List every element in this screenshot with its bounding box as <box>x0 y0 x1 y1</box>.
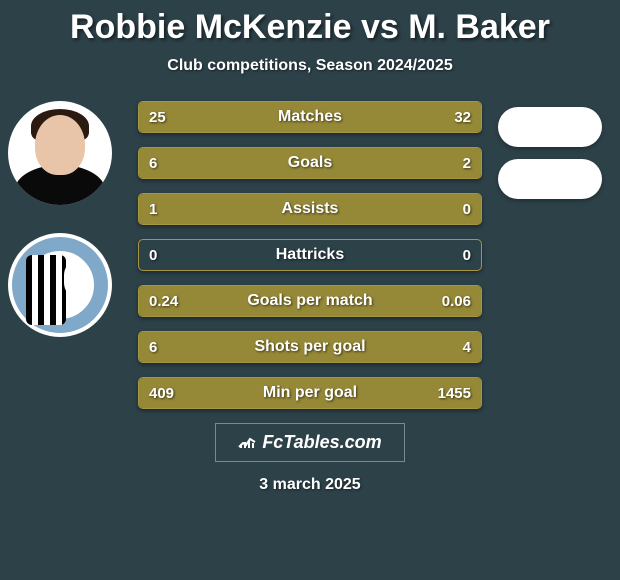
stat-row: 10Assists <box>138 193 482 225</box>
brand-box: FcTables.com <box>215 423 404 462</box>
stat-label: Hattricks <box>139 240 481 270</box>
stat-label: Min per goal <box>139 378 481 408</box>
stat-row: 00Hattricks <box>138 239 482 271</box>
date-label: 3 march 2025 <box>0 476 620 494</box>
brand-text: FcTables.com <box>262 432 381 452</box>
player1-avatar <box>8 101 112 205</box>
stat-row: 2532Matches <box>138 101 482 133</box>
page-title: Robbie McKenzie vs M. Baker <box>0 0 620 47</box>
player2-avatar-placeholder <box>498 107 602 147</box>
stat-label: Goals per match <box>139 286 481 316</box>
left-player-column <box>8 101 122 337</box>
stat-rows: 2532Matches 62Goals 10Assists 00Hattricks 0.… <box>138 101 482 409</box>
player2-club-placeholder <box>498 159 602 199</box>
player1-club-badge <box>8 233 112 337</box>
comparison-panel: 2532Matches 62Goals 10Assists 00Hattricks 0.… <box>0 101 620 409</box>
stat-row: 0.240.06Goals per match <box>138 285 482 317</box>
footer: FcTables.com <box>0 423 620 462</box>
stat-row: 64Shots per goal <box>138 331 482 363</box>
stat-label: Assists <box>139 194 481 224</box>
chart-icon <box>238 435 256 449</box>
stat-label: Matches <box>139 102 481 132</box>
right-player-column <box>498 107 608 211</box>
stat-label: Shots per goal <box>139 332 481 362</box>
stat-row: 4091455Min per goal <box>138 377 482 409</box>
subtitle: Club competitions, Season 2024/2025 <box>0 57 620 75</box>
stat-label: Goals <box>139 148 481 178</box>
stat-row: 62Goals <box>138 147 482 179</box>
